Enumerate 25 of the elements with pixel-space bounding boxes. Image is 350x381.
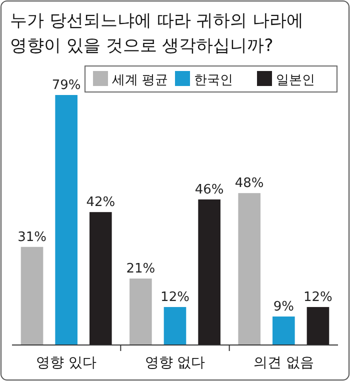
chart-title: 누가 당선되느냐에 따라 귀하의 나라에 영향이 있을 것으로 생각하십니까? <box>10 11 304 56</box>
bar <box>55 95 78 345</box>
x-tick-label: 영향 없다 <box>144 355 206 371</box>
bar <box>89 212 112 345</box>
bar <box>306 307 330 345</box>
bar <box>198 199 220 345</box>
bar <box>238 193 261 345</box>
data-label: 42% <box>86 195 116 210</box>
x-tick-label: 의견 없음 <box>253 355 314 371</box>
x-tick-label: 영향 있다 <box>36 355 97 371</box>
legend-label: 세계 평균 <box>112 73 168 88</box>
bar <box>272 316 295 345</box>
data-label: 79% <box>52 78 81 93</box>
legend-label: 일본인 <box>276 73 315 88</box>
data-label: 31% <box>18 230 46 245</box>
data-label: 21% <box>126 262 156 277</box>
data-label: 46% <box>194 182 224 198</box>
bar <box>130 278 152 345</box>
bar <box>20 246 44 345</box>
data-label: 12% <box>160 290 190 306</box>
bar <box>164 307 186 345</box>
data-label: 48% <box>234 176 264 192</box>
legend-label: 한국인 <box>194 73 233 88</box>
data-label: 9% <box>273 300 294 315</box>
data-label: 12% <box>304 290 332 306</box>
